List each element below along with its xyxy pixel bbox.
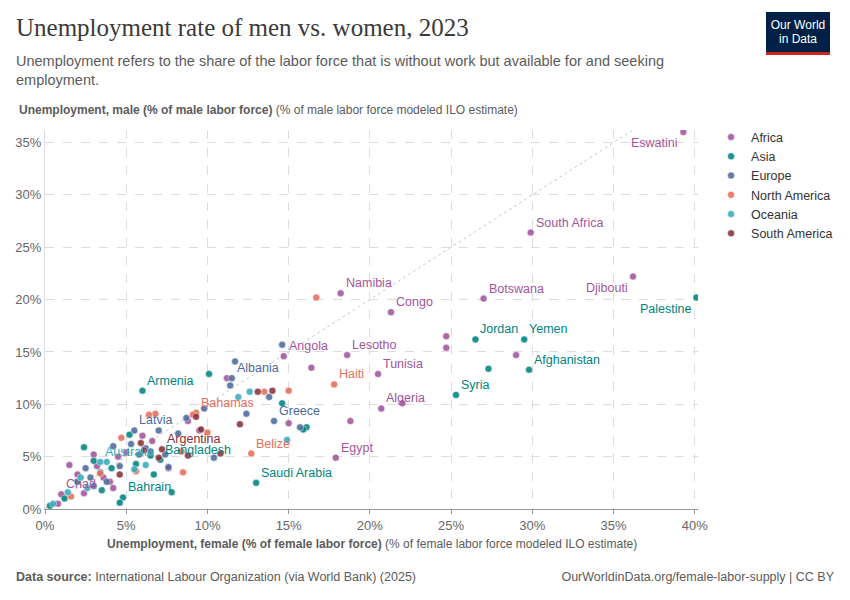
svg-text:30%: 30% xyxy=(519,518,545,533)
svg-text:Unemployment, female (% of fem: Unemployment, female (% of female labor … xyxy=(107,537,637,551)
svg-text:Europe: Europe xyxy=(751,169,791,183)
svg-text:15%: 15% xyxy=(15,345,41,360)
svg-text:Asia: Asia xyxy=(751,150,775,164)
svg-text:35%: 35% xyxy=(15,135,41,150)
svg-text:North America: North America xyxy=(751,189,830,203)
svg-text:5%: 5% xyxy=(23,449,42,464)
svg-text:5%: 5% xyxy=(117,518,136,533)
svg-text:Eswatini: Eswatini xyxy=(631,136,678,150)
svg-text:Albania: Albania xyxy=(237,361,279,375)
svg-text:South Africa: South Africa xyxy=(536,216,603,230)
svg-text:0%: 0% xyxy=(23,502,42,517)
svg-text:Oceania: Oceania xyxy=(751,208,798,222)
svg-text:Egypt: Egypt xyxy=(341,441,373,455)
html-text:Unemployment refers to the sha: Unemployment refers to the share of the … xyxy=(16,53,664,88)
svg-text:25%: 25% xyxy=(15,240,41,255)
svg-text:40%: 40% xyxy=(682,518,708,533)
svg-text:Afghanistan: Afghanistan xyxy=(534,353,600,367)
svg-text:Armenia: Armenia xyxy=(147,374,194,388)
svg-text:20%: 20% xyxy=(15,292,41,307)
svg-text:10%: 10% xyxy=(15,397,41,412)
svg-text:Bangladesh: Bangladesh xyxy=(165,443,231,457)
svg-text:30%: 30% xyxy=(15,187,41,202)
svg-text:Latvia: Latvia xyxy=(139,413,172,427)
svg-text:35%: 35% xyxy=(601,518,627,533)
svg-text:15%: 15% xyxy=(276,518,302,533)
svg-text:Bahamas: Bahamas xyxy=(201,396,254,410)
html-text:OurWorldinData.org/female-labo: OurWorldinData.org/female-labor-supply |… xyxy=(561,570,834,584)
svg-text:Unemployment, male (% of male: Unemployment, male (% of male labor forc… xyxy=(19,103,518,117)
svg-text:Bahrain: Bahrain xyxy=(128,480,171,494)
svg-text:Lesotho: Lesotho xyxy=(352,338,397,352)
svg-text:0%: 0% xyxy=(36,518,55,533)
svg-text:Chad: Chad xyxy=(66,477,96,491)
svg-text:Tunisia: Tunisia xyxy=(383,357,423,371)
svg-text:10%: 10% xyxy=(194,518,220,533)
svg-text:Argentina: Argentina xyxy=(167,432,221,446)
svg-text:Haiti: Haiti xyxy=(339,367,364,381)
svg-text:20%: 20% xyxy=(357,518,383,533)
svg-text:Djibouti: Djibouti xyxy=(586,281,628,295)
svg-text:Yemen: Yemen xyxy=(529,322,568,336)
svg-text:Algeria: Algeria xyxy=(386,391,425,405)
svg-text:Syria: Syria xyxy=(461,378,490,392)
svg-text:Palestine: Palestine xyxy=(640,302,691,316)
svg-text:Congo: Congo xyxy=(396,295,433,309)
svg-text:Belize: Belize xyxy=(256,437,290,451)
svg-text:Africa: Africa xyxy=(751,131,783,145)
html-text:Data source: International Lab: Data source: International Labour Organi… xyxy=(16,570,416,584)
svg-text:South America: South America xyxy=(751,227,832,241)
svg-text:Botswana: Botswana xyxy=(489,282,544,296)
svg-text:Namibia: Namibia xyxy=(346,276,392,290)
svg-text:25%: 25% xyxy=(438,518,464,533)
svg-text:Angola: Angola xyxy=(289,339,328,353)
svg-text:Jordan: Jordan xyxy=(480,322,518,336)
html-text:Our World in Data: Our World in Data xyxy=(770,18,826,46)
html-text:Unemployment rate of men vs. w: Unemployment rate of men vs. women, 2023 xyxy=(16,14,469,41)
svg-text:Saudi Arabia: Saudi Arabia xyxy=(261,466,332,480)
svg-text:Greece: Greece xyxy=(279,404,320,418)
svg-text:Australia: Australia xyxy=(105,445,154,459)
